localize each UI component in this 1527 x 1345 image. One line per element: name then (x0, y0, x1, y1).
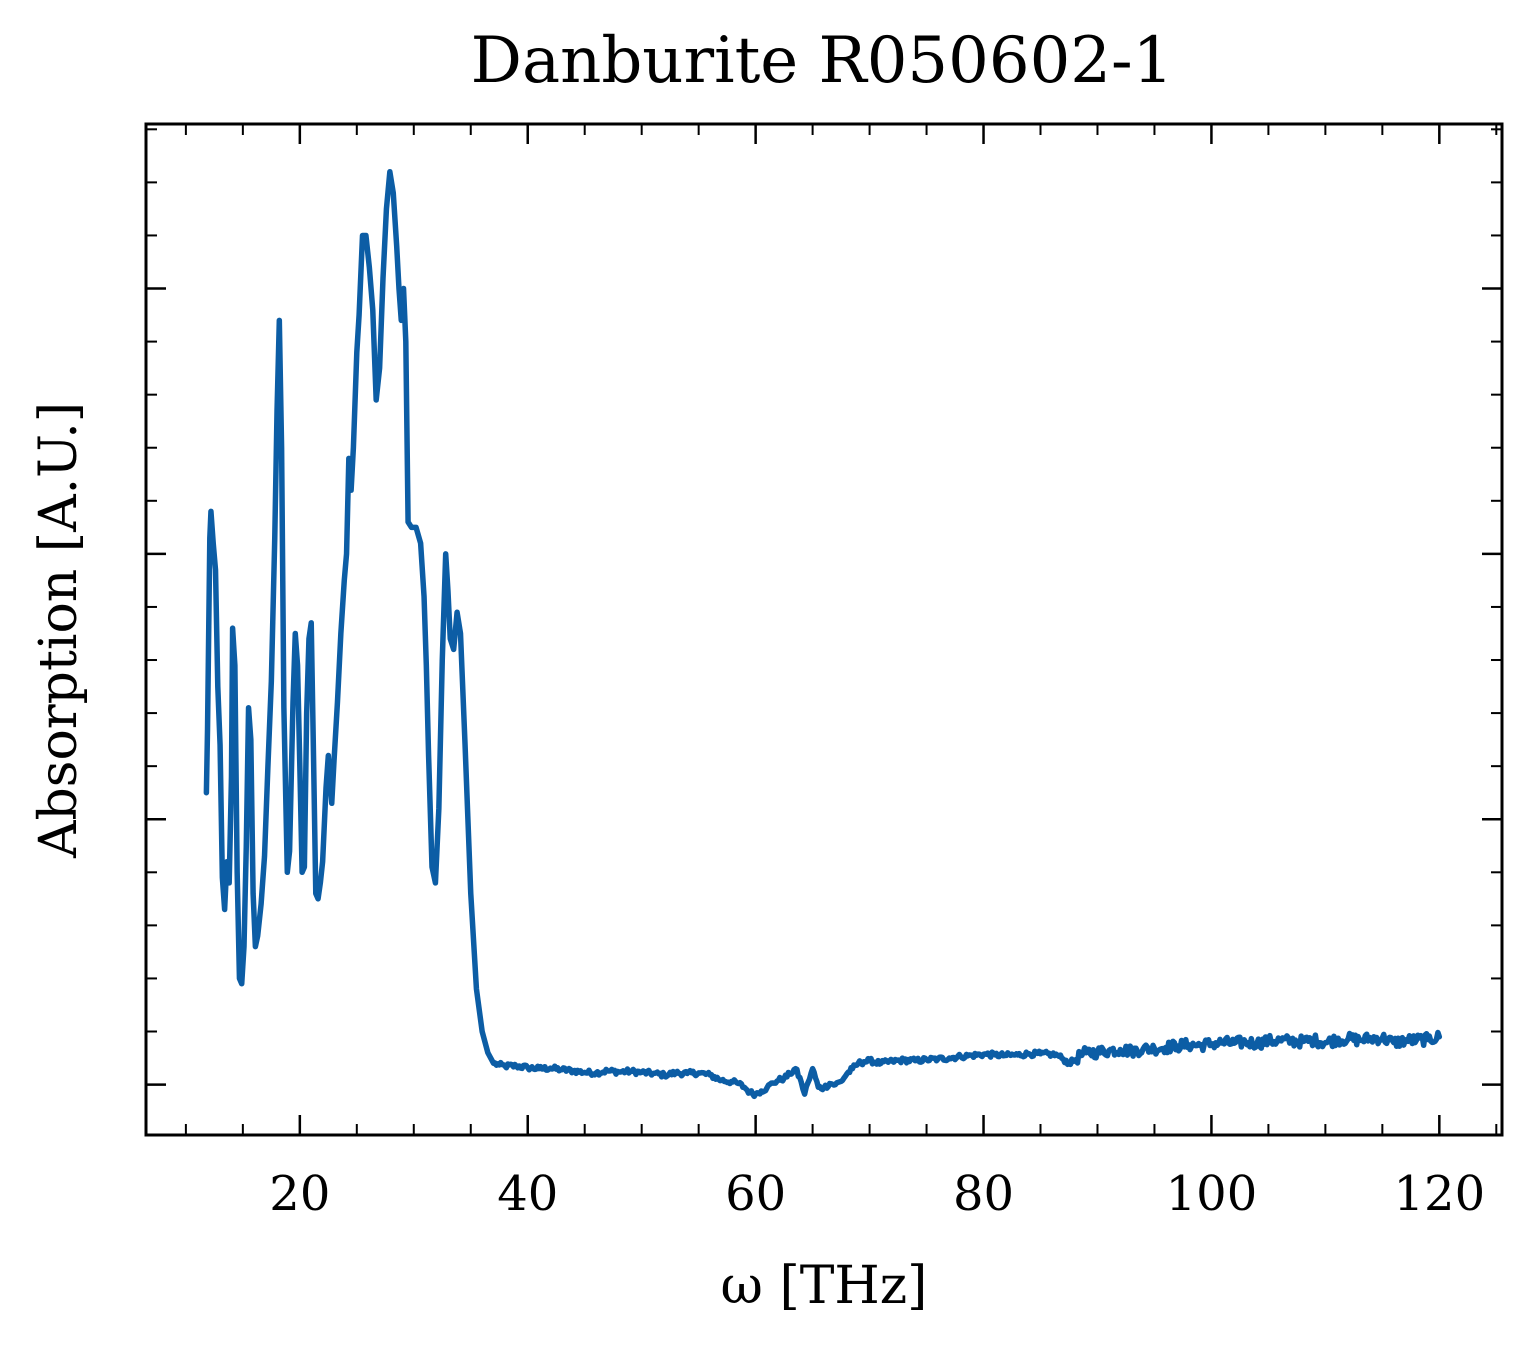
plot-frame (144, 122, 1504, 1137)
x-tick-label: 120 (1394, 1166, 1486, 1222)
series-line-absorption (203, 169, 1443, 1100)
x-tick-label: 80 (953, 1166, 1014, 1222)
y-axis-label: Absorption [A.U.] (29, 402, 89, 859)
major-ticks (146, 124, 1502, 1135)
x-tick-labels: 20 40 60 80 100 120 (269, 1166, 1485, 1222)
x-tick-label: 40 (497, 1166, 558, 1222)
x-axis-label: ω [THz] (721, 1256, 928, 1316)
plot-area: 20 40 60 80 100 120 (144, 122, 1504, 1222)
chart-title: Danburite R050602-1 (471, 24, 1174, 98)
x-tick-label: 100 (1166, 1166, 1258, 1222)
minor-ticks (146, 124, 1502, 1135)
x-tick-label: 20 (269, 1166, 330, 1222)
x-tick-label: 60 (725, 1166, 786, 1222)
